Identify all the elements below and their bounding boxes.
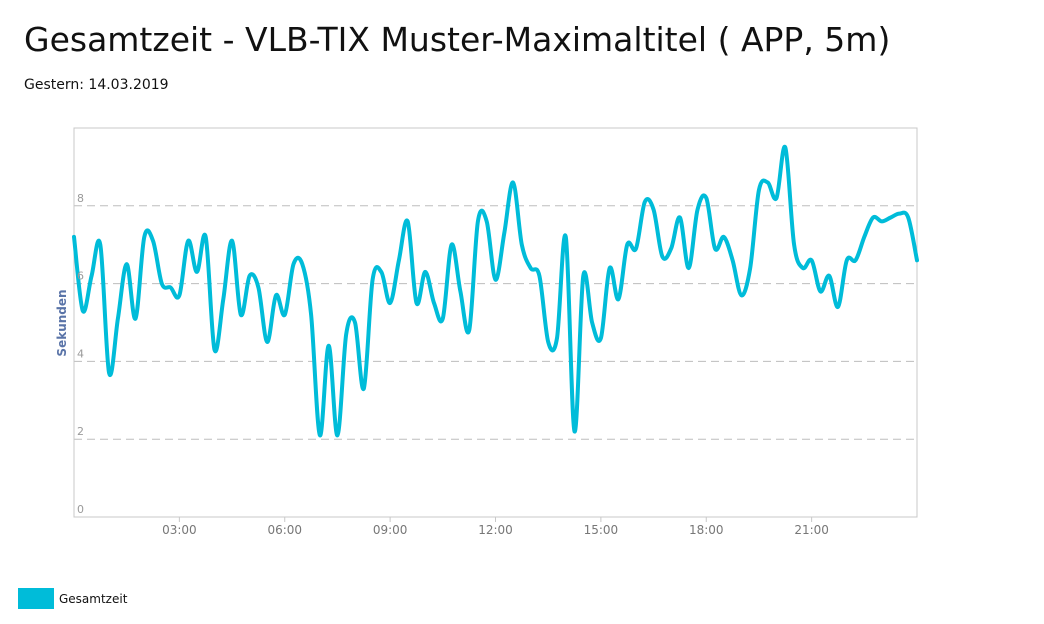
x-tick-label: 21:00	[794, 523, 829, 537]
y-axis-label: Sekunden	[55, 289, 69, 356]
y-tick-label: 6	[77, 270, 84, 283]
x-tick-label: 09:00	[373, 523, 408, 537]
x-tick-label: 03:00	[162, 523, 197, 537]
y-tick-label: 8	[77, 192, 84, 205]
x-tick-label: 12:00	[478, 523, 513, 537]
x-tick-label: 15:00	[584, 523, 619, 537]
y-tick-label: 4	[77, 347, 84, 360]
legend-label-gesamtzeit: Gesamtzeit	[59, 591, 128, 606]
y-tick-label: 2	[77, 425, 84, 438]
legend-swatch-gesamtzeit	[18, 588, 54, 609]
legend: Gesamtzeit	[18, 588, 127, 609]
y-tick-label: 0	[77, 503, 84, 516]
page-title: Gesamtzeit - VLB-TIX Muster-Maximaltitel…	[24, 20, 891, 59]
x-tick-label: 18:00	[689, 523, 724, 537]
date-subtitle: Gestern: 14.03.2019	[24, 77, 169, 93]
x-tick-label: 06:00	[267, 523, 302, 537]
series-line-gesamtzeit	[72, 144, 919, 438]
